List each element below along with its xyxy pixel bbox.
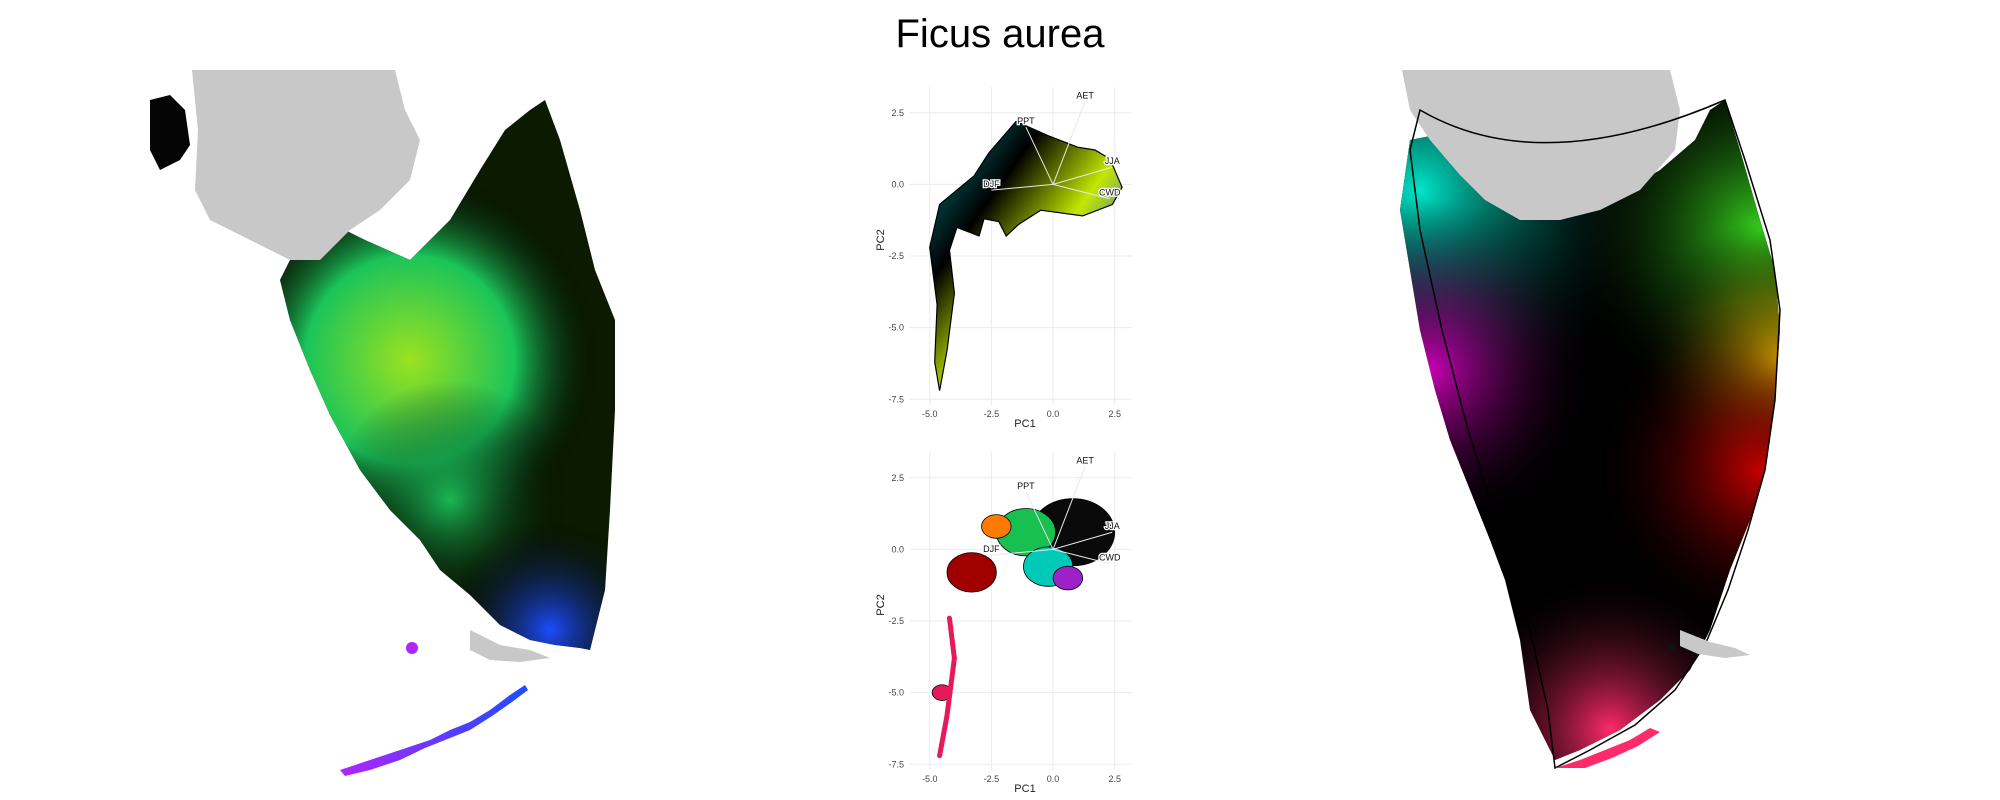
- pca-bottom-ytick-label: -2.5: [888, 616, 904, 626]
- pca-top-xtick-label: -2.5: [984, 409, 1000, 419]
- pca-top-panel: PPT AET JJA CWD DJF -5.0 -2.5 0.0 2.5 2.5 0.0 -2.5…: [875, 87, 1132, 430]
- pca-top-loadings: PPT AET JJA CWD DJF: [982, 89, 1122, 200]
- right-map-keys: [1555, 728, 1660, 768]
- pca-top-ytick-label: 2.5: [891, 108, 904, 118]
- figure-title: Ficus aurea: [895, 12, 1105, 56]
- pca-bottom-loadings: PPT AET JJA CWD DJF: [982, 454, 1122, 565]
- left-map-south-tip: [470, 630, 550, 662]
- pca-bottom-xtick-label: -5.0: [922, 774, 938, 784]
- pca-bottom-loading-label: DJF: [983, 544, 1000, 554]
- pca-bottom-loading-arrow: [1052, 531, 1113, 550]
- pca-bottom-ytick-label: -7.5: [888, 759, 904, 769]
- pca-bottom-panel: PPT AET JJA CWD DJF -5.0 -2.5 0.0 2.5 2.5 0.0 -2.5…: [875, 452, 1132, 795]
- pca-bottom-tail: [937, 615, 957, 759]
- pca-bottom-ticks: -5.0 -2.5 0.0 2.5 2.5 0.0 -2.5 -5.0 -7.5: [888, 473, 1121, 784]
- pca-bottom-loading-arrow: [991, 548, 1054, 556]
- right-map-boundary-outline: [1409, 98, 1781, 770]
- left-map-island-dot: [406, 642, 418, 654]
- pca-top-loading-label: PPT: [1017, 116, 1035, 126]
- pca-bottom-loading-label: JJA: [1105, 521, 1120, 531]
- pca-top-loading-arrow: [991, 183, 1054, 191]
- pca-top-loading-arrow: [1052, 101, 1086, 185]
- pca-top-loading-label: JJA: [1105, 156, 1120, 166]
- pca-bottom-ytick-label: -5.0: [888, 688, 904, 698]
- pca-top-xlabel: PC1: [1014, 418, 1035, 430]
- pca-bottom-ylabel: PC2: [875, 594, 887, 615]
- pca-top-xtick-label: -5.0: [922, 409, 938, 419]
- right-map: [1400, 70, 1781, 770]
- pca-bottom-cluster: [1052, 565, 1084, 591]
- pca-top-xtick-label: 2.5: [1108, 409, 1121, 419]
- pca-bottom-loading-arrow: [1052, 548, 1110, 565]
- pca-bottom-ytick-label: 2.5: [891, 473, 904, 483]
- pca-top-loading-arrow: [1052, 166, 1113, 185]
- pca-bottom-xtick-label: -2.5: [984, 774, 1000, 784]
- pca-top-ylabel: PC2: [875, 229, 887, 250]
- pca-top-loading-label: AET: [1076, 90, 1094, 100]
- pca-top-ytick-label: -2.5: [888, 251, 904, 261]
- pca-bottom-loading-label: AET: [1076, 455, 1094, 465]
- pca-bottom-xlabel: PC1: [1014, 783, 1035, 795]
- left-map-northwest-coast: [150, 95, 190, 170]
- right-map-island-dot: [1667, 643, 1677, 653]
- right-map-masked-region: [1402, 70, 1680, 220]
- left-map-keys: [340, 685, 528, 776]
- pca-bottom-ytick-label: 0.0: [891, 544, 904, 554]
- pca-bottom-cluster: [946, 552, 997, 593]
- pca-bottom-loading-arrow: [1025, 491, 1054, 550]
- pca-top-loading-arrow: [1025, 126, 1054, 185]
- pca-top-ytick-label: 0.0: [891, 179, 904, 189]
- pca-top-point-cloud: [929, 120, 1123, 391]
- pca-top-ytick-label: -5.0: [888, 323, 904, 333]
- pca-bottom-xtick-label: 2.5: [1108, 774, 1121, 784]
- left-map: [150, 70, 615, 776]
- pca-bottom-loading-label: PPT: [1017, 481, 1035, 491]
- pca-bottom-loading-label: CWD: [1099, 553, 1121, 563]
- pca-top-loading-label: DJF: [983, 179, 1000, 189]
- right-map-south-tip: [1680, 630, 1750, 658]
- pca-top-xtick-label: 0.0: [1047, 409, 1060, 419]
- pca-top-ticks: -5.0 -2.5 0.0 2.5 2.5 0.0 -2.5 -5.0 -7.5: [888, 108, 1121, 419]
- pca-top-loading-arrow: [1052, 183, 1110, 200]
- pca-bottom-loading-arrow: [1052, 466, 1086, 550]
- pca-top-loading-label: CWD: [1099, 188, 1121, 198]
- pca-bottom-xtick-label: 0.0: [1047, 774, 1060, 784]
- pca-bottom-cluster: [981, 514, 1012, 539]
- pca-bottom-point-cloud: [931, 498, 1116, 759]
- pca-top-ytick-label: -7.5: [888, 394, 904, 404]
- left-map-masked-region: [192, 70, 420, 260]
